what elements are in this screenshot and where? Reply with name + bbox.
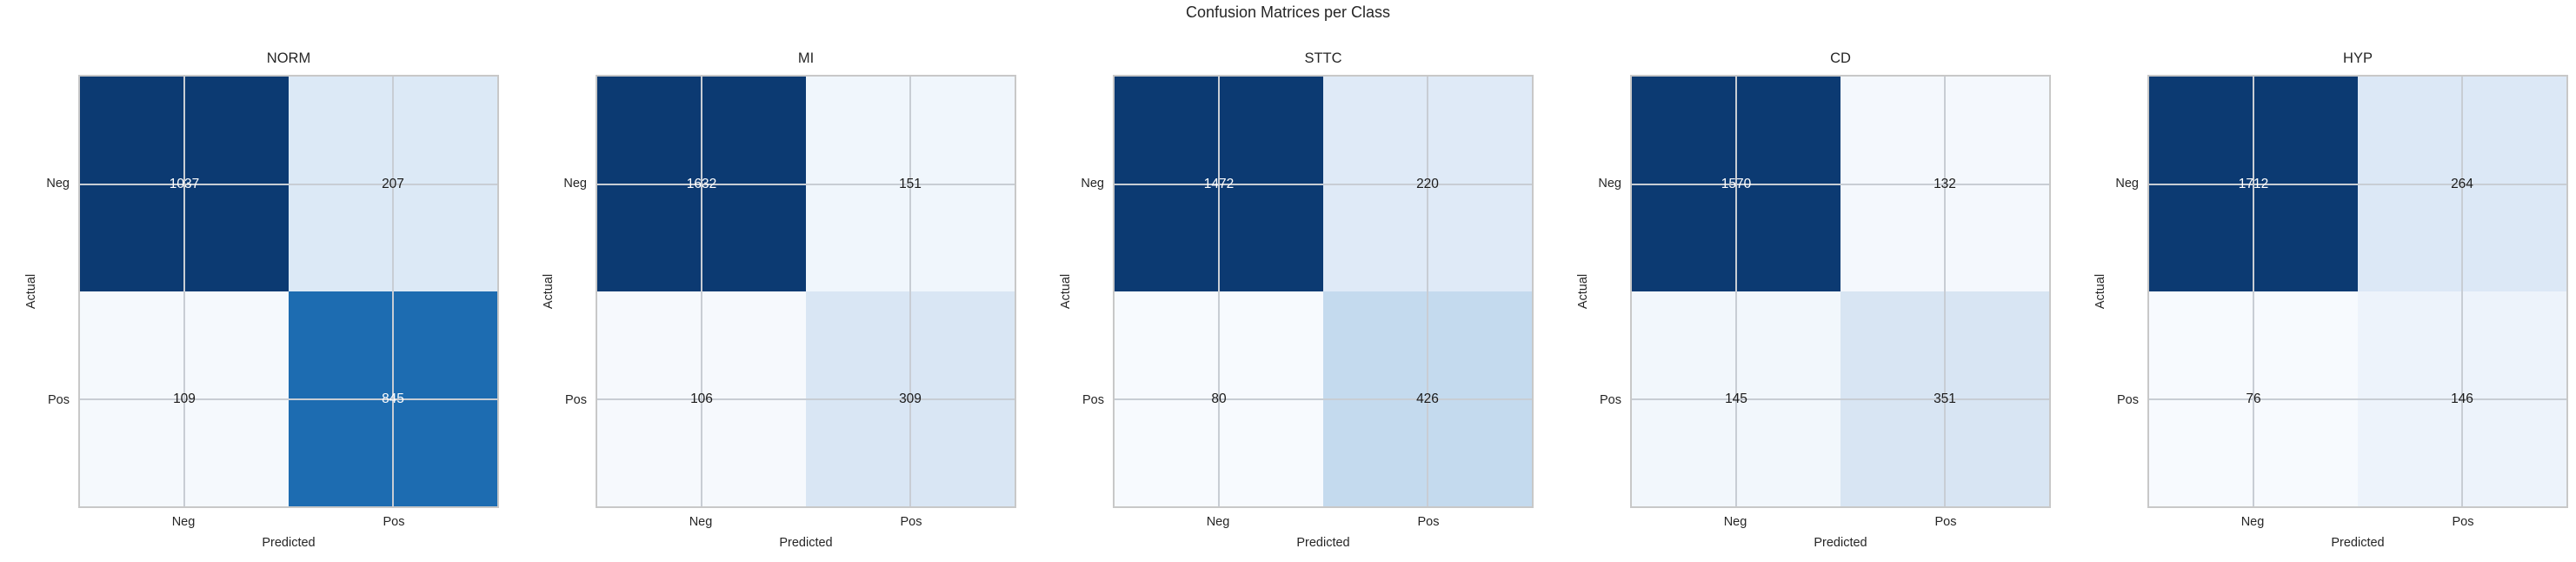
- cell-value: 76: [2246, 391, 2261, 406]
- y-tick-pos: Pos: [2117, 392, 2139, 407]
- cell-value: 151: [899, 176, 922, 191]
- x-tick-pos: Pos: [1934, 515, 1957, 529]
- y-tick-neg: Neg: [2115, 176, 2139, 191]
- figure-title: Confusion Matrices per Class: [1185, 3, 1391, 21]
- subplot-mi: MI Actual Neg Pos 1632 151 106 309 Neg P…: [542, 50, 1016, 550]
- x-tick-neg: Neg: [689, 515, 713, 529]
- heatmap-cd: 1570 132 145 351: [1630, 75, 2051, 508]
- gridline-horizontal-neg: [597, 183, 1015, 185]
- gridline-vertical-neg: [183, 77, 185, 506]
- cell-value: 207: [382, 176, 404, 191]
- cell-value: 426: [1416, 391, 1439, 406]
- gridline-vertical-pos: [1427, 77, 1428, 506]
- cell-value: 351: [1934, 391, 1956, 406]
- x-tick-neg: Neg: [1723, 515, 1747, 529]
- y-tick-pos: Pos: [1082, 392, 1104, 407]
- cell-value: 309: [899, 391, 922, 406]
- x-tick-neg: Neg: [171, 515, 196, 529]
- x-axis-label: Predicted: [2331, 536, 2385, 550]
- cell-value: 109: [173, 391, 196, 406]
- cell-value: 220: [1416, 176, 1439, 191]
- gridline-vertical-pos: [2461, 77, 2463, 506]
- cell-value: 264: [2451, 176, 2473, 191]
- cell-value: 1472: [1203, 176, 1235, 191]
- gridline-vertical-neg: [701, 77, 702, 506]
- cell-value: 1037: [169, 176, 200, 191]
- x-tick-pos: Pos: [2452, 515, 2474, 529]
- x-tick-neg: Neg: [1206, 515, 1230, 529]
- gridline-horizontal-neg: [2149, 183, 2566, 185]
- gridline-vertical-neg: [1735, 77, 1737, 506]
- cell-value: 1570: [1721, 176, 1752, 191]
- y-tick-pos: Pos: [1600, 392, 1621, 407]
- y-tick-pos: Pos: [565, 392, 587, 407]
- cell-value: 845: [382, 391, 404, 406]
- x-tick-neg: Neg: [2240, 515, 2265, 529]
- y-tick-neg: Neg: [1598, 176, 1621, 191]
- gridline-horizontal-pos: [1632, 398, 2049, 400]
- x-tick-pos: Pos: [383, 515, 405, 529]
- gridline-horizontal-neg: [1632, 183, 2049, 185]
- y-tick-neg: Neg: [46, 176, 70, 191]
- gridline-vertical-pos: [909, 77, 911, 506]
- cell-value: 1632: [686, 176, 717, 191]
- gridline-horizontal-pos: [597, 398, 1015, 400]
- y-axis-label: Actual: [1576, 273, 1590, 310]
- gridline-horizontal-neg: [80, 183, 497, 185]
- subplot-hyp: HYP Actual Neg Pos 1712 264 76 146 Neg P…: [2093, 50, 2568, 550]
- heatmap-mi: 1632 151 106 309: [596, 75, 1016, 508]
- gridline-horizontal-pos: [2149, 398, 2566, 400]
- subplot-title-norm: NORM: [266, 50, 311, 66]
- x-axis-label: Predicted: [1296, 536, 1350, 550]
- cell-value: 146: [2451, 391, 2473, 406]
- subplot-title-hyp: HYP: [2343, 50, 2373, 66]
- gridline-horizontal-pos: [80, 398, 497, 400]
- x-tick-pos: Pos: [900, 515, 922, 529]
- y-axis-label: Actual: [542, 273, 556, 310]
- subplot-title-cd: CD: [1830, 50, 1851, 66]
- cell-value: 80: [1211, 391, 1227, 406]
- y-axis-label: Actual: [24, 273, 38, 310]
- cell-value: 132: [1934, 176, 1956, 191]
- cell-value: 106: [690, 391, 713, 406]
- gridline-vertical-neg: [2253, 77, 2254, 506]
- gridline-horizontal-pos: [1115, 398, 1532, 400]
- cell-value: 145: [1725, 391, 1747, 406]
- gridline-horizontal-neg: [1115, 183, 1532, 185]
- x-axis-label: Predicted: [779, 536, 833, 550]
- y-axis-label: Actual: [1059, 273, 1073, 310]
- subplot-title-sttc: STTC: [1304, 50, 1342, 66]
- y-axis-label: Actual: [2093, 273, 2107, 310]
- subplot-cd: CD Actual Neg Pos 1570 132 145 351 Neg P…: [1576, 50, 2051, 550]
- x-axis-label: Predicted: [262, 536, 316, 550]
- y-tick-pos: Pos: [48, 392, 70, 407]
- subplot-title-mi: MI: [797, 50, 815, 66]
- gridline-vertical-pos: [1944, 77, 1946, 506]
- subplot-norm: NORM Actual Neg Pos 1037 207 109 845 Neg…: [24, 50, 499, 550]
- gridline-vertical-pos: [392, 77, 394, 506]
- gridline-vertical-neg: [1218, 77, 1220, 506]
- subplot-sttc: STTC Actual Neg Pos 1472 220 80 426 Neg …: [1059, 50, 1534, 550]
- y-tick-neg: Neg: [1081, 176, 1104, 191]
- cell-value: 1712: [2238, 176, 2269, 191]
- heatmap-hyp: 1712 264 76 146: [2147, 75, 2568, 508]
- y-tick-neg: Neg: [563, 176, 587, 191]
- heatmap-norm: 1037 207 109 845: [78, 75, 499, 508]
- x-tick-pos: Pos: [1417, 515, 1440, 529]
- heatmap-sttc: 1472 220 80 426: [1113, 75, 1534, 508]
- x-axis-label: Predicted: [1814, 536, 1867, 550]
